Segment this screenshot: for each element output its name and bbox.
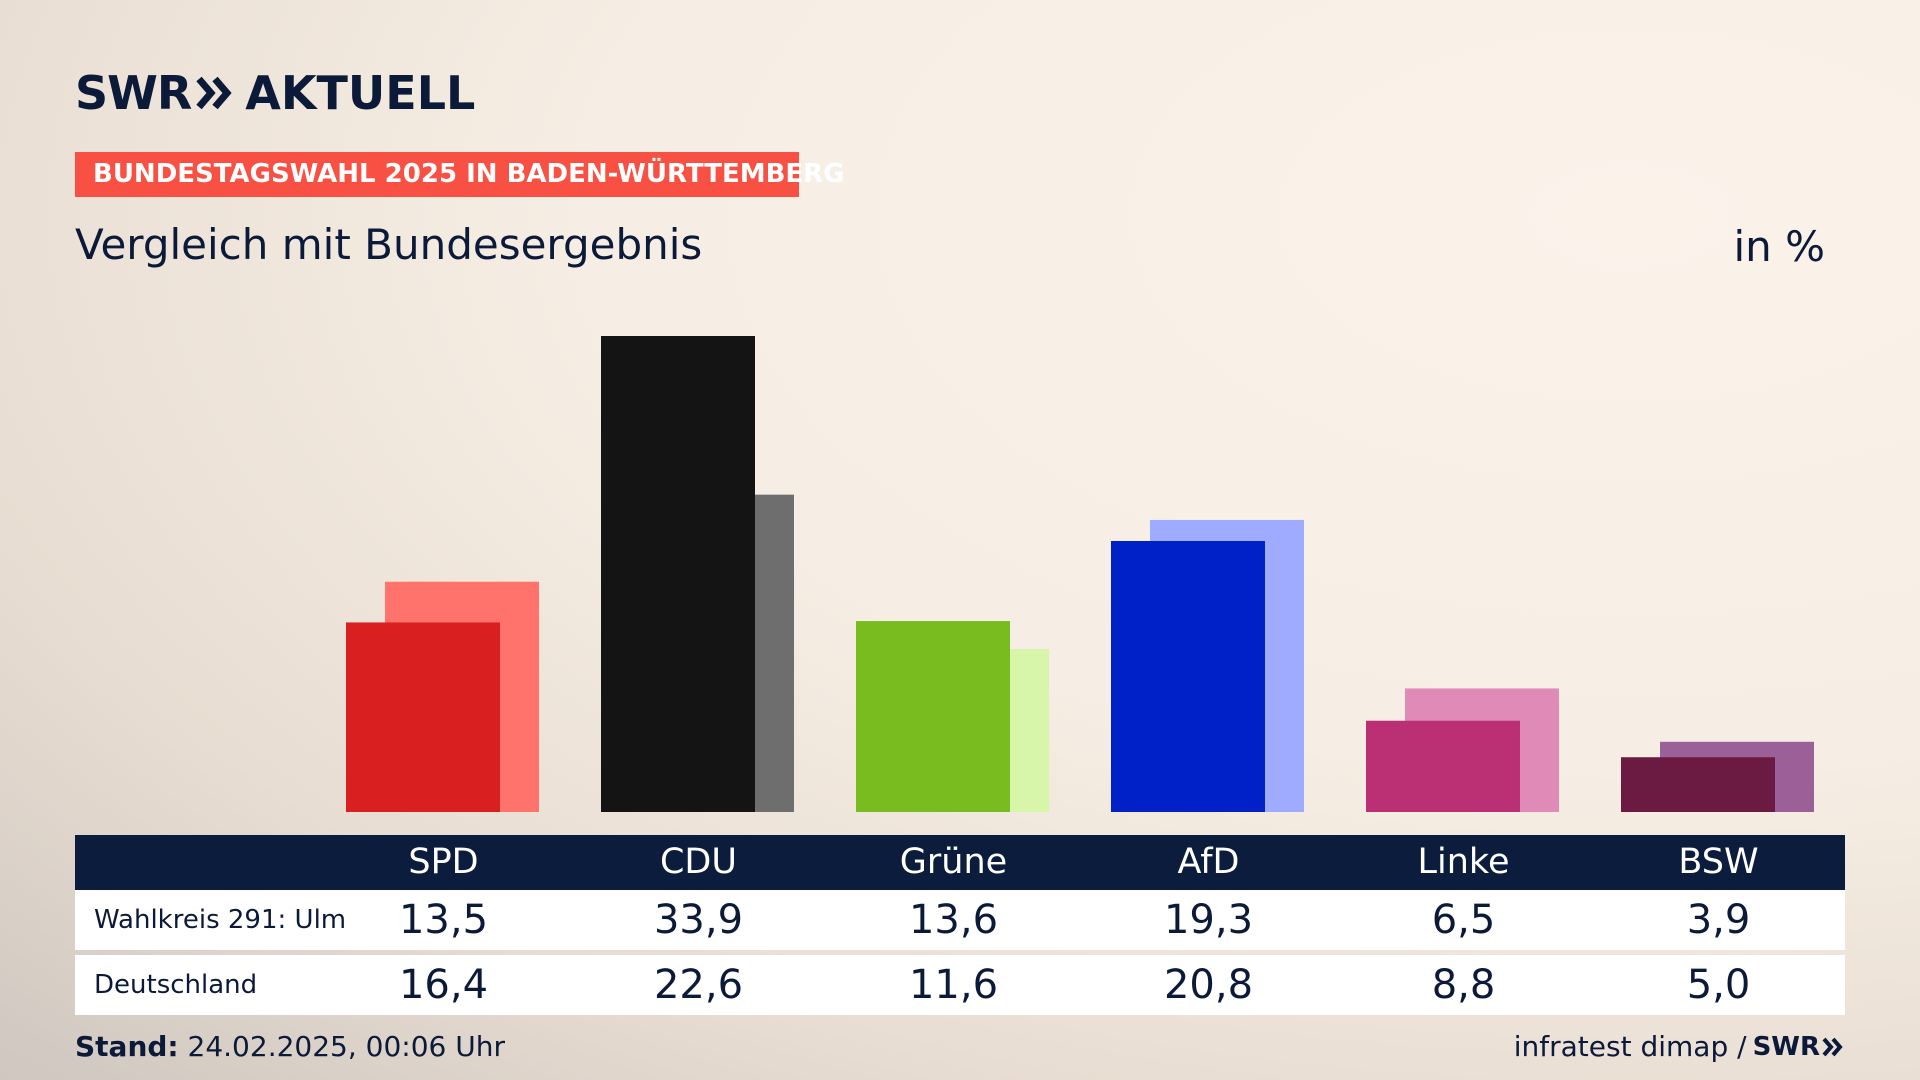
logo-aktuell-text: AKTUELL bbox=[245, 66, 476, 120]
swr-aktuell-logo: SWR AKTUELL bbox=[75, 66, 475, 120]
data-label-deutschland-afd: 20,8 bbox=[1163, 962, 1254, 1008]
logo-swr-text: SWR bbox=[75, 66, 192, 120]
results-table: SPD CDU Grüne AfD Linke BSW Wahlkreis 291: Ul… bbox=[75, 835, 1845, 1015]
bar-wahlkreis-cdu bbox=[601, 336, 755, 812]
chart-subtitle: Vergleich mit Bundesergebnis bbox=[75, 220, 703, 269]
data-label-deutschland-grune: 11,6 bbox=[908, 962, 999, 1008]
unit-label: in % bbox=[1733, 222, 1825, 271]
tick-label-linke: Linke bbox=[1417, 842, 1510, 882]
bar-wahlkreis-afd bbox=[1111, 541, 1265, 812]
table-row: Deutschland 16,4 22,6 11,6 20,8 8,8 5,0 bbox=[75, 955, 1845, 1015]
tick-label-afd: AfD bbox=[1177, 842, 1240, 882]
data-label-wahlkreis-spd: 13,5 bbox=[398, 897, 489, 943]
double-chevron-icon bbox=[196, 76, 232, 110]
bar-wahlkreis-grune bbox=[856, 621, 1010, 812]
row-label-deutschland: Deutschland bbox=[94, 970, 258, 1000]
data-label-wahlkreis-linke: 6,5 bbox=[1431, 897, 1496, 943]
bar-wahlkreis-linke bbox=[1366, 720, 1520, 812]
tick-label-spd: SPD bbox=[408, 842, 479, 882]
election-ribbon: BUNDESTAGSWAHL 2025 IN BADEN-WÜRTTEMBERG bbox=[75, 152, 845, 197]
mini-swr-logo: SWR bbox=[1752, 1031, 1820, 1062]
source-credit: infratest dimap / SWR bbox=[1514, 1030, 1844, 1063]
tick-label-grune: Grüne bbox=[899, 842, 1008, 882]
row-label-wahlkreis: Wahlkreis 291: Ulm bbox=[94, 905, 347, 935]
data-label-deutschland-spd: 16,4 bbox=[398, 962, 489, 1008]
stand-value: 24.02.2025, 00:06 Uhr bbox=[187, 1030, 505, 1063]
data-label-wahlkreis-grune: 13,6 bbox=[908, 897, 999, 943]
source-text: infratest dimap / bbox=[1513, 1030, 1747, 1063]
data-label-deutschland-linke: 8,8 bbox=[1431, 962, 1496, 1008]
bar-chart bbox=[346, 336, 1814, 812]
table-row: Wahlkreis 291: Ulm 13,5 33,9 13,6 19,3 6,5 3,… bbox=[75, 890, 1845, 950]
tick-label-bsw: BSW bbox=[1678, 842, 1759, 882]
data-label-deutschland-cdu: 22,6 bbox=[653, 962, 744, 1008]
bar-wahlkreis-bsw bbox=[1621, 757, 1775, 812]
data-label-wahlkreis-bsw: 3,9 bbox=[1686, 897, 1751, 943]
timestamp: Stand: 24.02.2025, 00:06 Uhr bbox=[75, 1030, 505, 1063]
data-label-deutschland-bsw: 5,0 bbox=[1686, 962, 1751, 1008]
data-label-wahlkreis-cdu: 33,9 bbox=[653, 897, 744, 943]
mini-chevron-icon bbox=[1822, 1037, 1843, 1056]
bar-wahlkreis-spd bbox=[346, 622, 500, 812]
data-label-wahlkreis-afd: 19,3 bbox=[1163, 897, 1254, 943]
table-header-row: SPD CDU Grüne AfD Linke BSW bbox=[75, 835, 1845, 890]
stand-label: Stand: bbox=[75, 1030, 179, 1063]
tick-label-cdu: CDU bbox=[659, 842, 737, 882]
